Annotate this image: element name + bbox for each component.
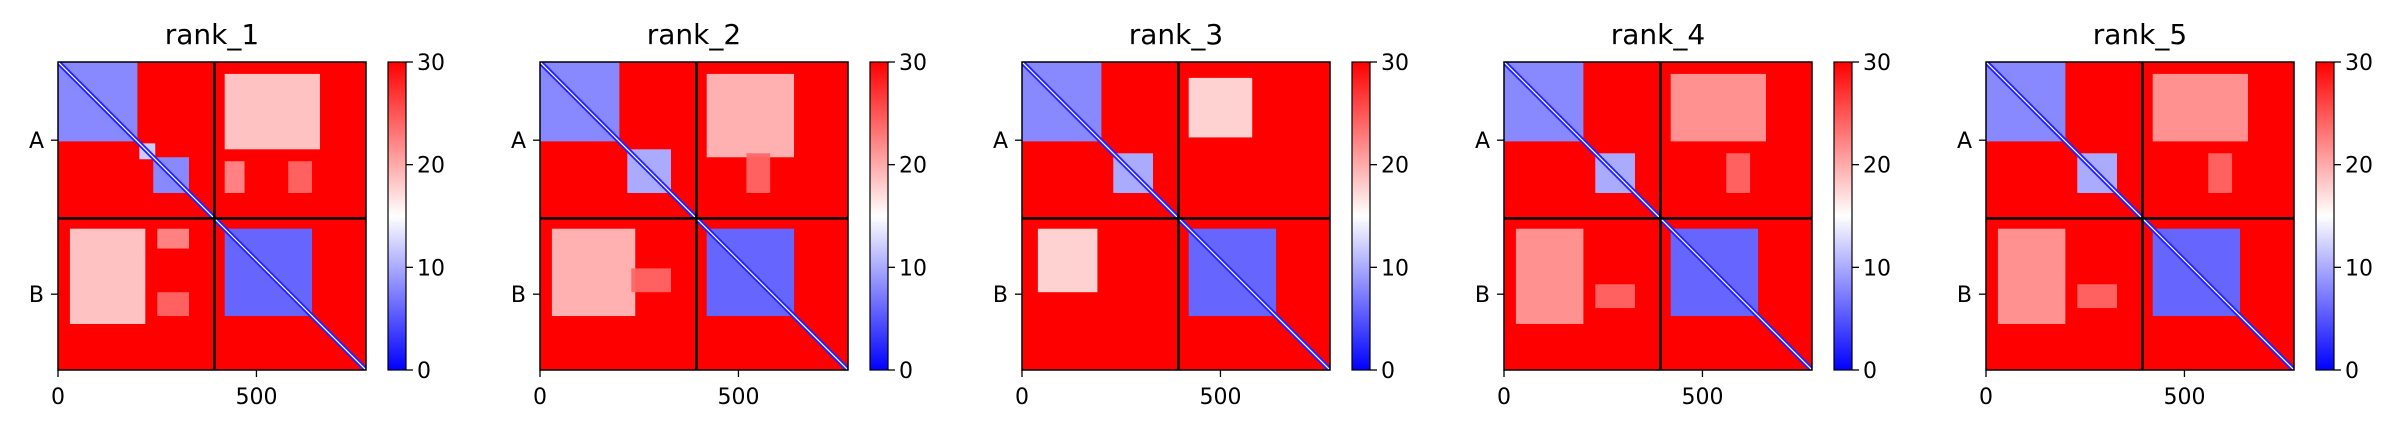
interchain-block bbox=[1515, 228, 1584, 324]
diagonal-core bbox=[1504, 62, 1812, 370]
colorbar bbox=[1351, 61, 1371, 371]
colorbar-tick-label: 20 bbox=[2345, 154, 2373, 179]
colorbar-tick-label: 20 bbox=[1863, 154, 1891, 179]
colorbar-tick-label: 10 bbox=[899, 256, 927, 281]
colorbar-tick-label: 10 bbox=[1381, 256, 1409, 281]
colorbar bbox=[387, 61, 407, 371]
interchain-block bbox=[2077, 284, 2117, 309]
colorbar bbox=[1833, 61, 1853, 371]
colorbar-tick-label: 0 bbox=[1381, 359, 1395, 384]
colorbar-tick-label: 0 bbox=[2345, 359, 2359, 384]
chain-label: B bbox=[29, 283, 44, 308]
colorbar-tick-label: 10 bbox=[2345, 256, 2373, 281]
x-tick-label: 0 bbox=[1015, 385, 1029, 410]
x-tick-label: 0 bbox=[533, 385, 547, 410]
x-tick-label: 500 bbox=[1681, 385, 1723, 410]
interchain-block bbox=[1726, 153, 1751, 193]
colorbar-tick-label: 30 bbox=[1863, 51, 1891, 76]
panel-title: rank_1 bbox=[165, 18, 259, 51]
colorbar-tick-label: 30 bbox=[899, 51, 927, 76]
colorbar-tick-label: 30 bbox=[1381, 51, 1409, 76]
chain-label: B bbox=[1957, 283, 1972, 308]
colorbar-tick-label: 20 bbox=[417, 154, 445, 179]
heatmap-3 bbox=[1022, 62, 1330, 370]
colorbar-tick-label: 0 bbox=[417, 359, 431, 384]
colorbar-tick-label: 10 bbox=[1863, 256, 1891, 281]
interchain-block bbox=[551, 228, 636, 317]
x-tick-label: 500 bbox=[235, 385, 277, 410]
heatmap-1 bbox=[58, 62, 366, 370]
x-tick-label: 0 bbox=[1979, 385, 1993, 410]
panel-title: rank_3 bbox=[1129, 18, 1223, 51]
chain-label: B bbox=[993, 283, 1008, 308]
panel-4: rank_4 0 500 A B 0 10 20 30 bbox=[1475, 18, 1891, 410]
interchain-block bbox=[631, 268, 671, 293]
interchain-block bbox=[1188, 77, 1253, 138]
colorbar-tick-label: 10 bbox=[417, 256, 445, 281]
diagonal-core bbox=[58, 62, 366, 370]
panel-1: rank_1 0 500 A B 0 10 20 30 bbox=[29, 18, 445, 410]
axes-frame bbox=[1021, 61, 1331, 371]
chain-label: B bbox=[511, 283, 526, 308]
x-tick-label: 0 bbox=[51, 385, 65, 410]
chain-label: A bbox=[993, 129, 1008, 154]
x-tick-label: 500 bbox=[1199, 385, 1241, 410]
heatmap-4 bbox=[1504, 62, 1812, 370]
diagonal-core bbox=[1986, 62, 2294, 370]
colorbar-tick-label: 0 bbox=[1863, 359, 1877, 384]
colorbar-tick-label: 0 bbox=[899, 359, 913, 384]
panel-title: rank_5 bbox=[2093, 18, 2187, 51]
panel-5: rank_5 0 500 A B 0 10 20 30 bbox=[1957, 18, 2373, 410]
axes-frame bbox=[539, 61, 849, 371]
interchain-block bbox=[288, 161, 313, 193]
interchain-block bbox=[746, 153, 771, 193]
interchain-block bbox=[1670, 73, 1766, 142]
panel-title: rank_4 bbox=[1611, 18, 1705, 51]
interchain-block bbox=[706, 73, 795, 158]
interchain-block bbox=[2208, 153, 2233, 193]
x-tick-label: 500 bbox=[717, 385, 759, 410]
interchain-block bbox=[2152, 73, 2248, 142]
interchain-block bbox=[69, 228, 146, 324]
panel-title: rank_2 bbox=[647, 18, 741, 51]
panel-2: rank_2 0 500 A B 0 10 20 30 bbox=[511, 18, 927, 410]
interchain-block bbox=[1997, 228, 2066, 324]
colorbar-tick-label: 20 bbox=[1381, 154, 1409, 179]
colorbar bbox=[2315, 61, 2335, 371]
interchain-block bbox=[224, 73, 320, 150]
diagonal-core bbox=[540, 62, 848, 370]
chain-label: A bbox=[511, 129, 526, 154]
axes-frame bbox=[57, 61, 367, 371]
chain-label: A bbox=[1957, 129, 1972, 154]
colorbar-tick-label: 30 bbox=[2345, 51, 2373, 76]
heatmap-2 bbox=[540, 62, 848, 370]
chain-label: B bbox=[1475, 283, 1490, 308]
axes-frame bbox=[1985, 61, 2295, 371]
interchain-block bbox=[157, 228, 189, 249]
x-tick-label: 500 bbox=[2163, 385, 2205, 410]
axes-frame bbox=[1503, 61, 1813, 371]
interchain-block bbox=[224, 161, 245, 193]
colorbar-tick-label: 20 bbox=[899, 154, 927, 179]
x-tick-label: 0 bbox=[1497, 385, 1511, 410]
interchain-block bbox=[157, 292, 189, 317]
interchain-block bbox=[1595, 284, 1635, 309]
colorbar-tick-label: 30 bbox=[417, 51, 445, 76]
heatmap-5 bbox=[1986, 62, 2294, 370]
panel-3: rank_3 0 500 A B 0 10 20 30 bbox=[993, 18, 1409, 410]
interchain-block bbox=[1037, 228, 1098, 293]
diagonal-core bbox=[1022, 62, 1330, 370]
chain-label: A bbox=[29, 129, 44, 154]
chain-label: A bbox=[1475, 129, 1490, 154]
colorbar bbox=[869, 61, 889, 371]
